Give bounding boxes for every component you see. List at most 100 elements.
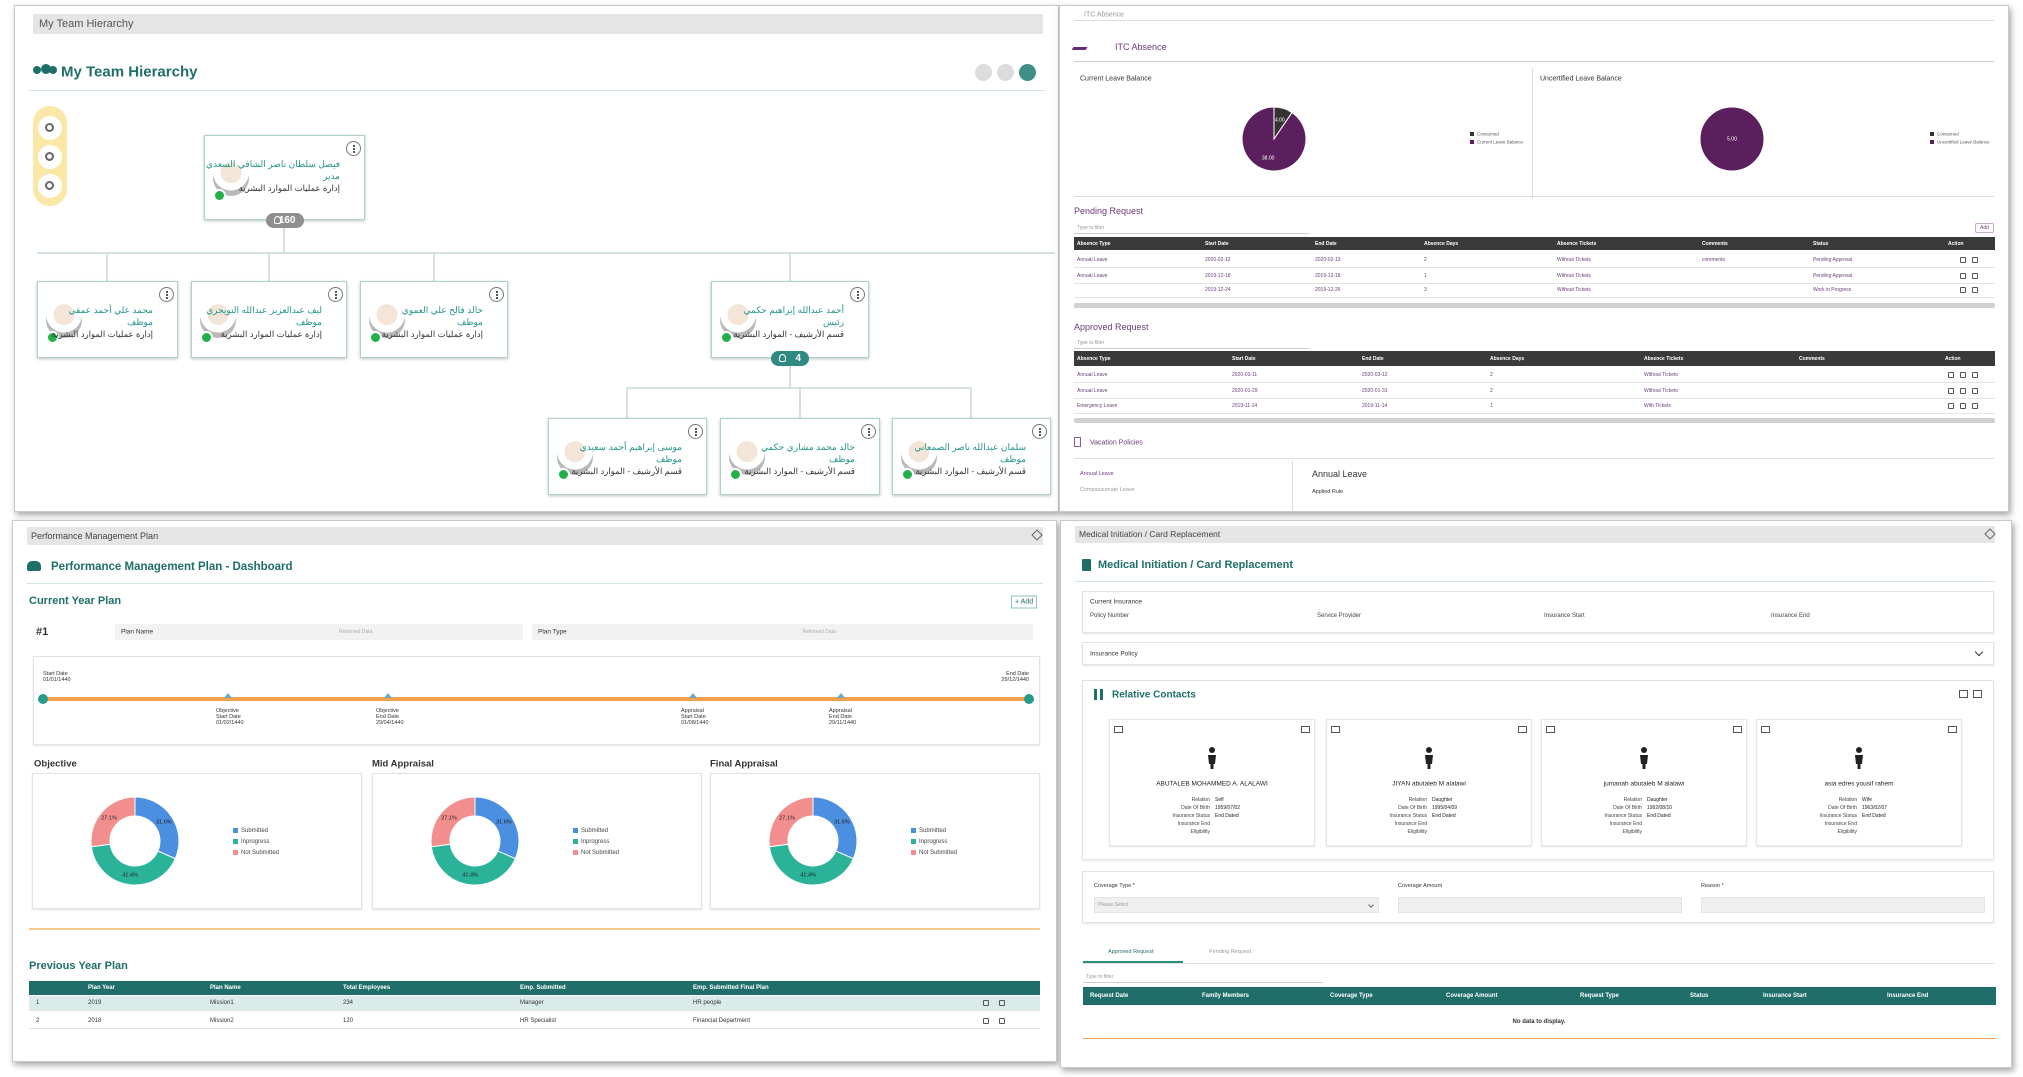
table-cell: 1: [36, 1000, 40, 1006]
action-icon[interactable]: [999, 1000, 1005, 1006]
action-icon[interactable]: [1972, 403, 1978, 409]
column-header: Status: [1690, 993, 1709, 999]
card-icon[interactable]: [1114, 726, 1123, 733]
employee-name: ليف عبدالعزيز عبدالله التويجري: [206, 305, 322, 315]
action-icon[interactable]: [1972, 257, 1978, 263]
milestone-label: Appraisal: [681, 708, 704, 714]
action-icon[interactable]: [983, 1000, 989, 1006]
action-icon[interactable]: [1960, 257, 1966, 263]
card-menu[interactable]: [850, 287, 865, 302]
table-cell: Pending Approval: [1813, 257, 1853, 263]
table-cell: Pending Approval: [1813, 273, 1853, 279]
zoom-button[interactable]: [38, 174, 62, 198]
field-label: Insurance Start: [1544, 613, 1585, 619]
employee-card: خالد محمد مشاري حكمي موظف قسم الأرشيف - ال…: [720, 418, 880, 495]
contact-card: [1109, 719, 1315, 846]
table-cell: Annual Leave: [1077, 257, 1108, 263]
column-header: Emp. Submitted Final Plan: [693, 985, 769, 991]
zoom-button[interactable]: [38, 116, 62, 140]
add-button[interactable]: Add: [1975, 223, 1994, 233]
card-icon[interactable]: [1331, 726, 1340, 733]
column-header: Absence Tickets: [1557, 240, 1597, 247]
form-input[interactable]: [1094, 897, 1379, 913]
policy-item[interactable]: Compassionate Leave: [1080, 487, 1135, 493]
card-icon[interactable]: [1518, 726, 1527, 733]
card-icon[interactable]: [1761, 726, 1770, 733]
zoom-button[interactable]: [38, 145, 62, 169]
detail-value: End Dated: [1862, 813, 1886, 819]
view-toggle[interactable]: [1019, 64, 1036, 81]
column-header: Plan Year: [88, 985, 115, 991]
field-value: Retrieved Data: [339, 629, 373, 635]
tab[interactable]: Pending Request: [1209, 949, 1252, 955]
filter-input[interactable]: Type to filter: [1074, 338, 1309, 349]
select-placeholder: Please Select: [1098, 902, 1129, 908]
subordinate-count[interactable]: 160: [265, 213, 304, 228]
detail-label: Eligibility: [1837, 829, 1857, 835]
card-icon[interactable]: [1733, 726, 1742, 733]
milestone-label: 01/08/1440: [681, 720, 709, 726]
timeline-label: End Date: [1006, 671, 1029, 677]
table-cell: 2: [1490, 388, 1493, 394]
action-icon[interactable]: [999, 1018, 1005, 1024]
status-check: [557, 467, 570, 481]
action-icon[interactable]: [1960, 388, 1966, 394]
form-input[interactable]: [1701, 897, 1985, 913]
policy-accordion[interactable]: [1082, 642, 1994, 665]
card-text: خالد محمد مشاري حكمي موظف قسم الأرشيف - ال…: [744, 441, 855, 477]
detail-value: End Dated: [1432, 813, 1456, 819]
action-icon[interactable]: [1960, 287, 1966, 293]
card-icon[interactable]: [1301, 726, 1310, 733]
milestone-label: Objective: [376, 708, 399, 714]
table-cell: Manager: [520, 1000, 544, 1006]
policy-item[interactable]: Annual Leave: [1080, 471, 1114, 477]
card-menu[interactable]: [489, 287, 504, 302]
card-menu[interactable]: [1032, 424, 1047, 439]
box-title: Relative Contacts: [1112, 689, 1196, 701]
column-header: Action: [1948, 240, 1964, 247]
action-icon[interactable]: [1960, 403, 1966, 409]
action-icon[interactable]: [1948, 403, 1954, 409]
detail-value: End Dated: [1215, 813, 1239, 819]
card-menu[interactable]: [346, 141, 361, 156]
subordinate-count[interactable]: 4: [771, 351, 809, 366]
tab[interactable]: Approved Request: [1108, 949, 1154, 955]
legend-swatch: [573, 850, 578, 855]
card-menu[interactable]: [328, 287, 343, 302]
card-menu[interactable]: [688, 424, 703, 439]
legend-swatch: [233, 839, 238, 844]
contacts-action[interactable]: [1973, 690, 1982, 698]
card-icon[interactable]: [1546, 726, 1555, 733]
table-bottom-rule: [1083, 1038, 1996, 1039]
add-button[interactable]: + Add: [1011, 595, 1038, 609]
action-icon[interactable]: [1972, 287, 1978, 293]
card-icon[interactable]: [1948, 726, 1957, 733]
legend-label: Not Submitted: [241, 850, 280, 856]
action-icon[interactable]: [1972, 273, 1978, 279]
action-icon[interactable]: [983, 1018, 989, 1024]
form-label: Reason *: [1701, 883, 1724, 889]
action-icon[interactable]: [1960, 273, 1966, 279]
contacts-action[interactable]: [1959, 690, 1968, 698]
form-input[interactable]: [1398, 897, 1682, 913]
action-icon[interactable]: [1948, 388, 1954, 394]
action-icon[interactable]: [1972, 372, 1978, 378]
table-cell: Work in Progress: [1813, 287, 1852, 293]
team-icon: [33, 66, 41, 74]
slice-label: 38.00: [1262, 155, 1275, 161]
action-icon[interactable]: [1948, 372, 1954, 378]
employee-name: موسى إبراهيم أحمد سعيدي: [579, 442, 682, 452]
action-icon[interactable]: [1972, 388, 1978, 394]
table-cell: 2019-12-26: [1315, 287, 1341, 293]
filter-input[interactable]: Type to filter: [1074, 223, 1309, 234]
card-menu[interactable]: [861, 424, 876, 439]
pie-slice: [1699, 106, 1765, 172]
filter-input[interactable]: Type to filter: [1083, 972, 1323, 983]
card-menu[interactable]: [159, 287, 174, 302]
view-toggle[interactable]: [997, 64, 1014, 81]
policy-heading: Annual Leave: [1312, 469, 1368, 479]
view-toggle[interactable]: [975, 64, 992, 81]
action-icon[interactable]: [1960, 372, 1966, 378]
chart-title: Current Leave Balance: [1080, 75, 1152, 83]
employee-dept: قسم الأرشيف - الموارد البشرية: [733, 329, 844, 339]
